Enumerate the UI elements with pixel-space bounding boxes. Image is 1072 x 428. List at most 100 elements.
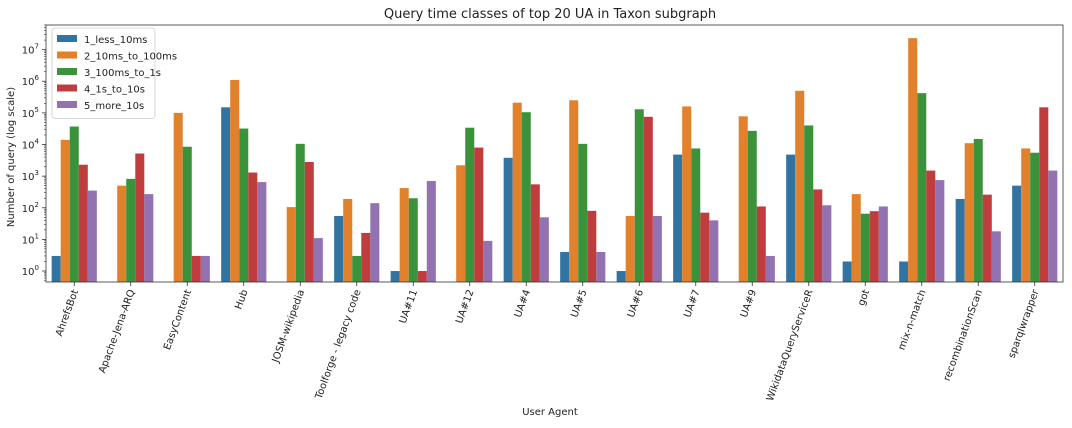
bar-1_less_10ms-hub <box>221 107 231 282</box>
bar-2_10ms_to_100ms-ua-12 <box>456 165 466 282</box>
y-axis-ticks: 100 101 102 103 104 105 106 107 <box>22 24 46 281</box>
bar-1_less_10ms-wikidataqueryservicer <box>786 154 796 282</box>
y-tick-label: 106 <box>22 74 40 88</box>
bar-5_more_10s-got <box>878 206 888 282</box>
bar-4_1s_to_10s-ua-9 <box>756 206 766 282</box>
bar-3_100ms_to_1s-ahrefsbot <box>69 126 79 282</box>
plot-frame <box>45 24 1064 283</box>
bar-3_100ms_to_1s-ua-11 <box>408 198 418 282</box>
y-tick-label: 104 <box>22 138 40 152</box>
bar-2_10ms_to_100ms-ua-4 <box>512 102 522 283</box>
x-tick-label: WikidataQueryServiceR <box>765 288 816 403</box>
bar-2_10ms_to_100ms-got <box>851 194 861 282</box>
bar-2_10ms_to_100ms-hub <box>230 79 240 282</box>
bar-1_less_10ms-ua-11 <box>390 271 400 282</box>
x-tick-label: UA#6 <box>626 288 646 319</box>
legend-swatch <box>57 35 77 42</box>
x-tick-label: UA#4 <box>513 288 533 319</box>
legend: 1_less_10ms 2_10ms_to_100ms 3_100ms_to_1s 4… <box>51 27 177 119</box>
bar-3_100ms_to_1s-got <box>860 213 870 282</box>
bar-1_less_10ms-ua-7 <box>673 154 683 282</box>
x-tick-label: AhrefsBot <box>54 288 81 338</box>
x-tick-label: recombinationScan <box>942 288 985 382</box>
legend-label: 4_1s_to_10s <box>84 85 145 96</box>
bar-1_less_10ms-ua-5 <box>560 251 570 282</box>
bar-4_1s_to_10s-wikidataqueryservicer <box>813 189 823 282</box>
bars-layer <box>51 38 1058 283</box>
bar-3_100ms_to_1s-ua-5 <box>578 143 588 282</box>
y-tick-label: 101 <box>22 232 39 246</box>
legend-swatch <box>57 68 77 75</box>
bar-3_100ms_to_1s-ua-7 <box>691 148 701 282</box>
y-tick-label: 105 <box>22 106 39 120</box>
x-axis-ticks: AhrefsBot Apache-Jena-ARQ EasyContent Hub JO… <box>54 282 1042 403</box>
x-tick-label: UA#5 <box>569 288 589 319</box>
bar-5_more_10s-wikidataqueryservicer <box>822 205 832 282</box>
bar-3_100ms_to_1s-apache-jena-arq <box>126 178 136 282</box>
bar-1_less_10ms-toolforge-legacy-code <box>334 215 344 282</box>
x-tick-label: Hub <box>233 288 250 311</box>
bar-3_100ms_to_1s-recombinationscan <box>973 138 983 282</box>
bar-1_less_10ms-recombinationscan <box>955 198 965 282</box>
bar-5_more_10s-hub <box>257 182 267 282</box>
y-tick-label: 107 <box>22 43 39 57</box>
bar-3_100ms_to_1s-mix-n-match <box>917 93 927 282</box>
bar-5_more_10s-josm-wikipedia <box>313 238 323 282</box>
bar-3_100ms_to_1s-sparqlwrapper <box>1030 152 1040 282</box>
bar-2_10ms_to_100ms-toolforge-legacy-code <box>343 198 353 282</box>
legend-label: 5_more_10s <box>84 101 144 112</box>
bar-4_1s_to_10s-ua-6 <box>643 116 653 282</box>
bar-5_more_10s-ahrefsbot <box>87 190 97 282</box>
bar-2_10ms_to_100ms-ua-11 <box>399 188 409 282</box>
bar-4_1s_to_10s-ahrefsbot <box>78 164 88 282</box>
bar-1_less_10ms-mix-n-match <box>899 261 909 282</box>
x-tick-label: Apache-Jena-ARQ <box>97 288 138 375</box>
bar-3_100ms_to_1s-hub <box>239 128 249 282</box>
x-tick-label: UA#7 <box>682 288 702 319</box>
bar-4_1s_to_10s-josm-wikipedia <box>304 161 314 282</box>
y-tick-label: 102 <box>22 201 39 215</box>
bar-5_more_10s-sparqlwrapper <box>1048 170 1058 282</box>
bar-5_more_10s-easycontent <box>200 255 210 282</box>
x-tick-label: mix-n-match <box>897 288 929 352</box>
bar-3_100ms_to_1s-wikidataqueryservicer <box>804 125 814 283</box>
bar-4_1s_to_10s-ua-12 <box>474 147 484 282</box>
bar-4_1s_to_10s-sparqlwrapper <box>1039 107 1049 282</box>
bar-2_10ms_to_100ms-apache-jena-arq <box>117 185 127 282</box>
bar-4_1s_to_10s-got <box>869 211 879 282</box>
bar-4_1s_to_10s-apache-jena-arq <box>135 153 145 282</box>
bar-2_10ms_to_100ms-ua-7 <box>682 106 692 282</box>
bar-5_more_10s-ua-5 <box>596 251 606 282</box>
legend-swatch <box>57 51 77 59</box>
bar-4_1s_to_10s-hub <box>248 172 258 282</box>
bar-1_less_10ms-ua-6 <box>616 271 626 282</box>
bar-5_more_10s-recombinationscan <box>991 231 1001 282</box>
bar-3_100ms_to_1s-ua-12 <box>465 127 475 282</box>
legend-box <box>51 27 156 119</box>
legend-label: 1_less_10ms <box>84 35 147 46</box>
bar-3_100ms_to_1s-ua-6 <box>634 109 644 283</box>
bar-5_more_10s-apache-jena-arq <box>144 194 154 282</box>
bar-2_10ms_to_100ms-recombinationscan <box>964 143 974 282</box>
bar-2_10ms_to_100ms-josm-wikipedia <box>286 207 296 282</box>
bar-3_100ms_to_1s-ua-4 <box>521 112 531 283</box>
x-tick-label: UA#12 <box>454 288 476 325</box>
bar-3_100ms_to_1s-toolforge-legacy-code <box>352 255 362 282</box>
bar-3_100ms_to_1s-easycontent <box>182 146 192 282</box>
bar-4_1s_to_10s-ua-7 <box>700 212 710 282</box>
bar-2_10ms_to_100ms-sparqlwrapper <box>1021 148 1031 282</box>
bar-4_1s_to_10s-mix-n-match <box>926 170 936 282</box>
bar-1_less_10ms-ua-4 <box>503 157 513 282</box>
x-tick-label: got <box>856 288 872 307</box>
bar-5_more_10s-mix-n-match <box>935 180 945 282</box>
bar-5_more_10s-ua-11 <box>426 181 436 282</box>
bar-5_more_10s-ua-12 <box>483 240 493 282</box>
x-tick-label: UA#11 <box>398 288 420 325</box>
x-tick-label: JOSM-wikipedia <box>270 288 307 365</box>
legend-label: 2_10ms_to_100ms <box>84 52 177 63</box>
bar-4_1s_to_10s-ua-5 <box>587 210 597 282</box>
bar-4_1s_to_10s-easycontent <box>191 255 201 282</box>
bar-5_more_10s-toolforge-legacy-code <box>370 203 380 282</box>
bar-3_100ms_to_1s-ua-9 <box>747 130 757 282</box>
